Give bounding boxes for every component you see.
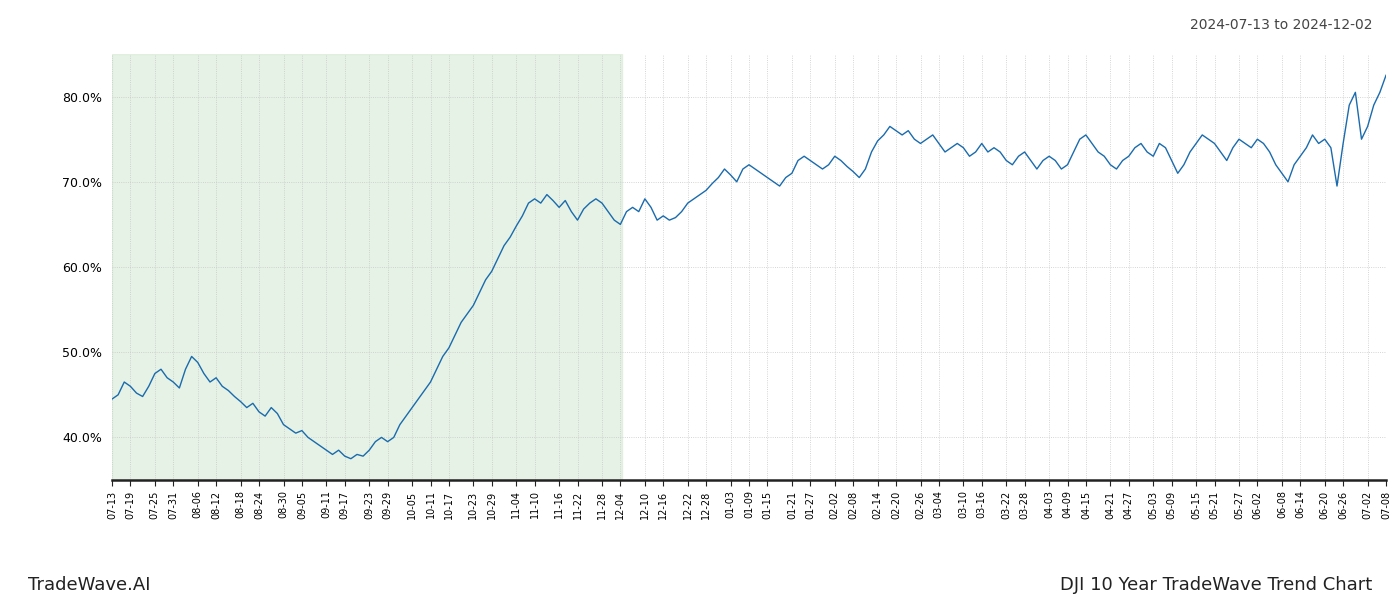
Text: 2024-07-13 to 2024-12-02: 2024-07-13 to 2024-12-02 — [1190, 18, 1372, 32]
Bar — [112, 54, 622, 480]
Text: TradeWave.AI: TradeWave.AI — [28, 576, 151, 594]
Text: DJI 10 Year TradeWave Trend Chart: DJI 10 Year TradeWave Trend Chart — [1060, 576, 1372, 594]
